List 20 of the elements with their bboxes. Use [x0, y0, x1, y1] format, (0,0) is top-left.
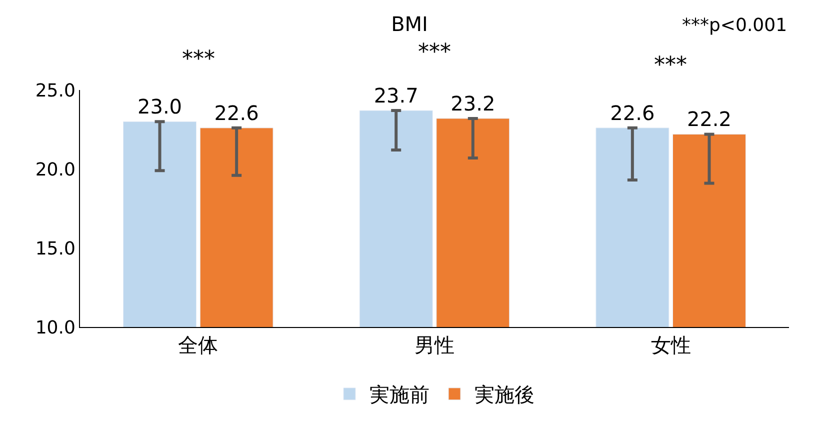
x-tick-label: 全体	[178, 333, 218, 357]
chart-title: BMI	[391, 12, 428, 36]
data-label: 23.7	[374, 84, 418, 108]
x-tick-label: 女性	[650, 333, 691, 357]
x-tick-label: 男性	[414, 333, 454, 357]
data-label: 22.2	[686, 107, 732, 132]
y-tick-label: 15.0	[35, 238, 76, 260]
data-label: 23.2	[450, 91, 496, 116]
y-tick-label: 10.0	[35, 317, 76, 338]
text: ***	[654, 53, 687, 78]
data-label: 22.6	[214, 100, 259, 125]
data-label: 23.0	[138, 94, 182, 119]
data-label: 22.6	[610, 100, 655, 125]
legend-label: 実施前	[370, 382, 430, 407]
text: ***	[418, 40, 451, 65]
y-tick-label: 20.0	[35, 159, 76, 180]
legend-label: 実施後	[474, 382, 534, 407]
text: ***p<0.001	[682, 15, 788, 36]
text: ***	[182, 47, 215, 72]
y-tick-label: 25.0	[35, 80, 76, 102]
